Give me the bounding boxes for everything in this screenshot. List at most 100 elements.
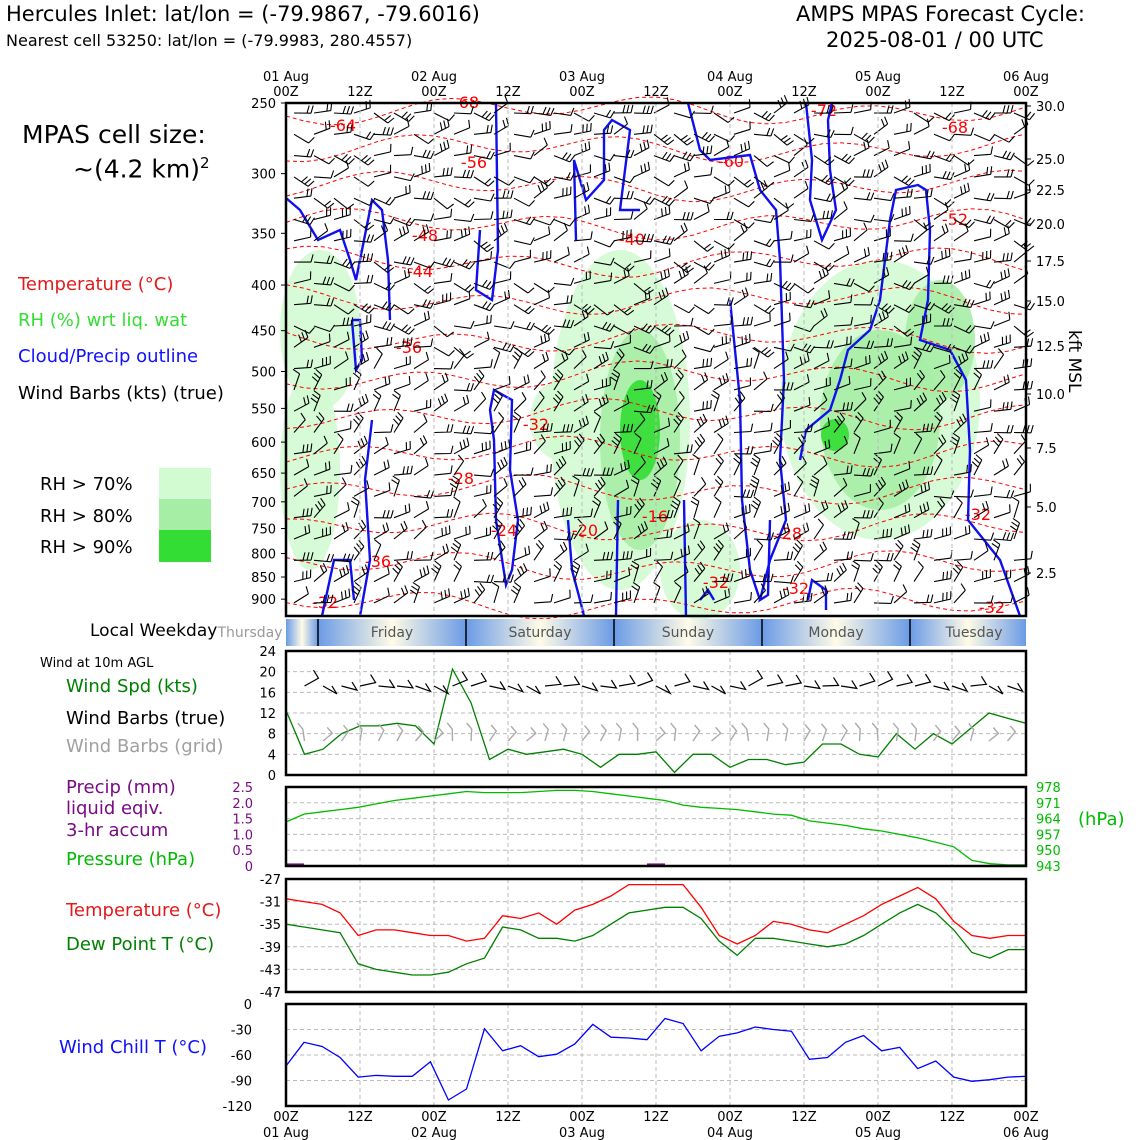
temperature-panel: -27 -31 -35 -39 -43 -47 (260, 873, 1028, 1001)
wind-barb (313, 553, 335, 563)
wind-barb (293, 569, 312, 583)
wind-barb (693, 540, 706, 561)
temperature-contour-label: -32 (523, 415, 549, 434)
kft-tick-label: 15.0 (1036, 295, 1065, 310)
wind-barb (633, 379, 653, 391)
wind-barb (313, 255, 335, 265)
legend-rh70-swatch (159, 468, 211, 499)
wind-barb-true (433, 685, 450, 696)
top-hour-tick-label: 12Z (939, 85, 965, 100)
wind-barb (313, 120, 331, 135)
wind-barb (1013, 483, 1031, 497)
wind-barb (953, 325, 975, 334)
wind-barb (853, 582, 864, 604)
wind-speed-tick-label: 12 (259, 707, 276, 722)
wind-barb (933, 303, 955, 314)
wind-barb (333, 228, 352, 242)
wind-barb (993, 311, 1011, 327)
wind-barb (533, 324, 555, 336)
wind-barb (773, 502, 791, 519)
wind-barb (713, 271, 732, 284)
wind-barb (413, 435, 428, 455)
wind-barb (393, 118, 410, 135)
wind-barb (773, 391, 786, 412)
wind-barb-true (988, 685, 1004, 695)
wind-barb (853, 553, 874, 562)
wind-barb (313, 412, 325, 433)
wind-barb (673, 475, 682, 497)
wind-barb (492, 390, 503, 412)
cloud-outline (686, 102, 788, 603)
weekday-band (466, 619, 614, 646)
wind-barb-true (822, 677, 840, 687)
temperature-contour (285, 512, 1027, 542)
pressure-tick-label: 964 (1036, 813, 1061, 828)
wind-barb (533, 351, 549, 370)
wind-barb (853, 392, 867, 412)
wind-barb (813, 456, 828, 476)
wind-barb (473, 359, 493, 370)
wind-barb (492, 347, 501, 369)
wind-barb (553, 532, 575, 541)
wind-barb-grid (910, 722, 918, 742)
wind-speed-tick-label: 16 (259, 686, 276, 701)
wind-barb-true (526, 685, 541, 695)
wind-barb (733, 520, 748, 540)
wind-barb (573, 308, 589, 327)
wind-barb (833, 465, 853, 476)
wind-barb (513, 105, 534, 115)
wind-barb (453, 226, 471, 242)
wind-barb (833, 401, 854, 412)
wind-barb (433, 257, 455, 268)
wind-barb (433, 346, 455, 357)
dewpoint-line (285, 903, 1026, 976)
wind-barb (953, 344, 975, 354)
wind-barb-true (341, 681, 359, 692)
wind-barb (993, 252, 1013, 263)
legend-rh70-label: RH > 70% (40, 474, 133, 495)
wind-barb (933, 153, 956, 163)
wind-barb (852, 518, 860, 540)
wind-barb (933, 354, 951, 370)
wind-barb (533, 218, 556, 226)
wind-barb (913, 528, 933, 540)
wind-barb (513, 304, 535, 315)
pressure-line (285, 789, 1026, 866)
wind-barb (533, 106, 555, 116)
wind-barb (473, 582, 486, 604)
wind-barb (952, 560, 964, 582)
wind-barb (913, 266, 930, 284)
wind-barb (933, 202, 949, 220)
wind-barb (673, 369, 684, 391)
cloud-outline (285, 197, 392, 321)
bottom-date-tick-label: 02 Aug (411, 1126, 457, 1140)
wind-barb (453, 348, 465, 369)
wind-barb (453, 197, 475, 208)
wind-chill-tick-label: -120 (222, 1100, 252, 1115)
wind-barb (513, 477, 527, 497)
legend-rh90-swatch (159, 530, 211, 562)
wind-barb (533, 539, 545, 561)
wind-barb-grid (854, 722, 861, 742)
wind-barb (733, 287, 749, 306)
wind-barb (453, 346, 474, 359)
wind-barb (413, 399, 432, 412)
wind-barb (913, 481, 931, 497)
wind-barb (793, 245, 810, 263)
wind-barb (973, 486, 993, 497)
wind-barb (913, 432, 923, 455)
wind-barb (893, 325, 915, 337)
wind-barb-grid (615, 722, 623, 742)
wind-barb (833, 412, 846, 433)
wind-barb-true (729, 681, 747, 691)
wind-chill-tick-label: -60 (231, 1049, 252, 1064)
wind-barb (513, 197, 535, 207)
precip-label-2: liquid eqiv. (66, 798, 164, 819)
wind-barb (833, 562, 847, 583)
wind-barb (973, 437, 990, 455)
rh-shade-region (280, 370, 340, 570)
wind-barb (393, 217, 416, 227)
wind-barb (373, 587, 390, 604)
wind-barb (813, 105, 834, 114)
wind-barb (313, 355, 331, 370)
